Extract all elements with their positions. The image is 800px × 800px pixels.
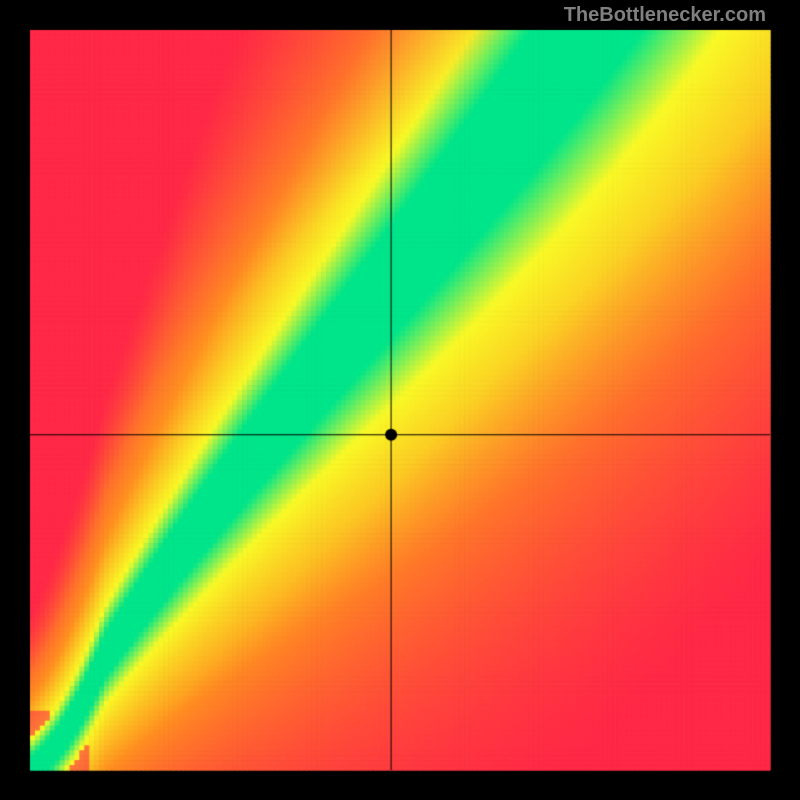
- watermark-text: TheBottlenecker.com: [564, 4, 766, 27]
- bottleneck-heatmap: [0, 0, 800, 800]
